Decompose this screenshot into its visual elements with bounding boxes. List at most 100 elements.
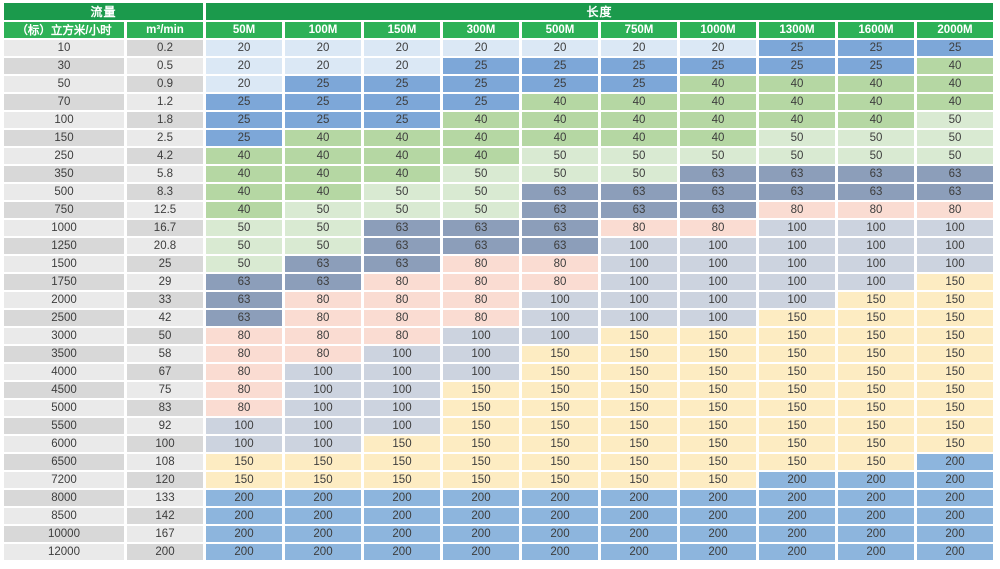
diameter-cell: 80 bbox=[364, 328, 440, 344]
m3min-value-cell: 1.2 bbox=[127, 94, 203, 110]
diameter-cell: 200 bbox=[364, 526, 440, 542]
diameter-cell: 150 bbox=[443, 472, 519, 488]
diameter-cell: 200 bbox=[522, 490, 598, 506]
diameter-cell: 80 bbox=[285, 346, 361, 362]
diameter-cell: 25 bbox=[601, 76, 677, 92]
table-row: 7200 120 150 150 150 150 150 150 150 200 200 200 bbox=[4, 472, 993, 488]
diameter-cell: 150 bbox=[917, 382, 993, 398]
table-row: 10000 167 200 200 200 200 200 200 200 200 200 200 bbox=[4, 526, 993, 542]
diameter-cell: 150 bbox=[364, 454, 440, 470]
diameter-cell: 40 bbox=[680, 112, 756, 128]
length-col-header-50m: 50M bbox=[206, 22, 282, 38]
diameter-cell: 80 bbox=[759, 202, 835, 218]
diameter-cell: 200 bbox=[601, 490, 677, 506]
diameter-cell: 150 bbox=[206, 472, 282, 488]
diameter-cell: 100 bbox=[285, 364, 361, 380]
diameter-cell: 63 bbox=[680, 202, 756, 218]
m3min-value-cell: 67 bbox=[127, 364, 203, 380]
diameter-cell: 80 bbox=[364, 274, 440, 290]
m3min-value-cell: 0.9 bbox=[127, 76, 203, 92]
m3min-value-cell: 50 bbox=[127, 328, 203, 344]
diameter-cell: 20 bbox=[285, 58, 361, 74]
m3min-value-cell: 33 bbox=[127, 292, 203, 308]
diameter-cell: 150 bbox=[285, 454, 361, 470]
diameter-cell: 80 bbox=[206, 346, 282, 362]
flow-value-cell: 3000 bbox=[4, 328, 124, 344]
diameter-cell: 40 bbox=[206, 184, 282, 200]
diameter-cell: 200 bbox=[522, 544, 598, 560]
length-group-header: 长度 bbox=[206, 3, 993, 20]
diameter-cell: 200 bbox=[759, 526, 835, 542]
m3min-value-cell: 25 bbox=[127, 256, 203, 272]
diameter-cell: 200 bbox=[206, 544, 282, 560]
diameter-cell: 80 bbox=[206, 364, 282, 380]
table-row: 10 0.2 20 20 20 20 20 20 20 25 25 25 bbox=[4, 40, 993, 56]
m3min-value-cell: 0.5 bbox=[127, 58, 203, 74]
diameter-cell: 200 bbox=[206, 490, 282, 506]
diameter-cell: 50 bbox=[285, 238, 361, 254]
diameter-cell: 100 bbox=[364, 400, 440, 416]
flow-value-cell: 1000 bbox=[4, 220, 124, 236]
diameter-cell: 50 bbox=[601, 148, 677, 164]
diameter-cell: 63 bbox=[285, 274, 361, 290]
diameter-cell: 25 bbox=[285, 112, 361, 128]
diameter-cell: 40 bbox=[522, 94, 598, 110]
diameter-cell: 100 bbox=[838, 220, 914, 236]
flow-minute-unit-header: m³/min bbox=[127, 22, 203, 38]
diameter-cell: 20 bbox=[206, 76, 282, 92]
diameter-cell: 40 bbox=[285, 166, 361, 182]
table-row: 2000 33 63 80 80 80 100 100 100 100 150 150 bbox=[4, 292, 993, 308]
diameter-cell: 200 bbox=[838, 526, 914, 542]
flow-group-header: 流量 bbox=[4, 3, 203, 20]
diameter-cell: 63 bbox=[443, 220, 519, 236]
diameter-cell: 20 bbox=[443, 40, 519, 56]
diameter-cell: 20 bbox=[522, 40, 598, 56]
diameter-cell: 200 bbox=[838, 472, 914, 488]
diameter-cell: 100 bbox=[601, 274, 677, 290]
diameter-cell: 150 bbox=[759, 346, 835, 362]
diameter-cell: 63 bbox=[759, 166, 835, 182]
flow-value-cell: 750 bbox=[4, 202, 124, 218]
diameter-cell: 25 bbox=[522, 76, 598, 92]
diameter-cell: 63 bbox=[759, 184, 835, 200]
flow-value-cell: 6000 bbox=[4, 436, 124, 452]
diameter-cell: 100 bbox=[838, 238, 914, 254]
diameter-cell: 25 bbox=[206, 112, 282, 128]
m3min-value-cell: 1.8 bbox=[127, 112, 203, 128]
diameter-cell: 40 bbox=[601, 112, 677, 128]
diameter-cell: 40 bbox=[680, 94, 756, 110]
diameter-cell: 100 bbox=[601, 292, 677, 308]
m3min-value-cell: 0.2 bbox=[127, 40, 203, 56]
diameter-cell: 80 bbox=[443, 310, 519, 326]
diameter-cell: 25 bbox=[838, 40, 914, 56]
diameter-cell: 150 bbox=[601, 364, 677, 380]
length-col-header-1600m: 1600M bbox=[838, 22, 914, 38]
m3min-value-cell: 8.3 bbox=[127, 184, 203, 200]
table-row: 6000 100 100 100 150 150 150 150 150 150 150 150 bbox=[4, 436, 993, 452]
diameter-cell: 150 bbox=[601, 472, 677, 488]
diameter-cell: 150 bbox=[680, 328, 756, 344]
flow-value-cell: 10000 bbox=[4, 526, 124, 542]
diameter-cell: 63 bbox=[364, 256, 440, 272]
diameter-cell: 150 bbox=[917, 292, 993, 308]
table-row: 5500 92 100 100 100 150 150 150 150 150 150 150 bbox=[4, 418, 993, 434]
diameter-cell: 150 bbox=[601, 454, 677, 470]
m3min-value-cell: 42 bbox=[127, 310, 203, 326]
diameter-cell: 150 bbox=[917, 400, 993, 416]
diameter-cell: 80 bbox=[680, 220, 756, 236]
diameter-cell: 25 bbox=[759, 58, 835, 74]
diameter-cell: 50 bbox=[601, 166, 677, 182]
m3min-value-cell: 58 bbox=[127, 346, 203, 362]
diameter-cell: 150 bbox=[364, 436, 440, 452]
diameter-cell: 63 bbox=[838, 166, 914, 182]
diameter-cell: 150 bbox=[285, 472, 361, 488]
diameter-cell: 200 bbox=[364, 490, 440, 506]
diameter-cell: 200 bbox=[364, 508, 440, 524]
diameter-cell: 63 bbox=[364, 238, 440, 254]
diameter-cell: 150 bbox=[680, 400, 756, 416]
diameter-cell: 150 bbox=[601, 418, 677, 434]
table-row: 250 4.2 40 40 40 40 50 50 50 50 50 50 bbox=[4, 148, 993, 164]
diameter-cell: 150 bbox=[680, 382, 756, 398]
diameter-cell: 80 bbox=[443, 274, 519, 290]
table-row: 8000 133 200 200 200 200 200 200 200 200 200 200 bbox=[4, 490, 993, 506]
